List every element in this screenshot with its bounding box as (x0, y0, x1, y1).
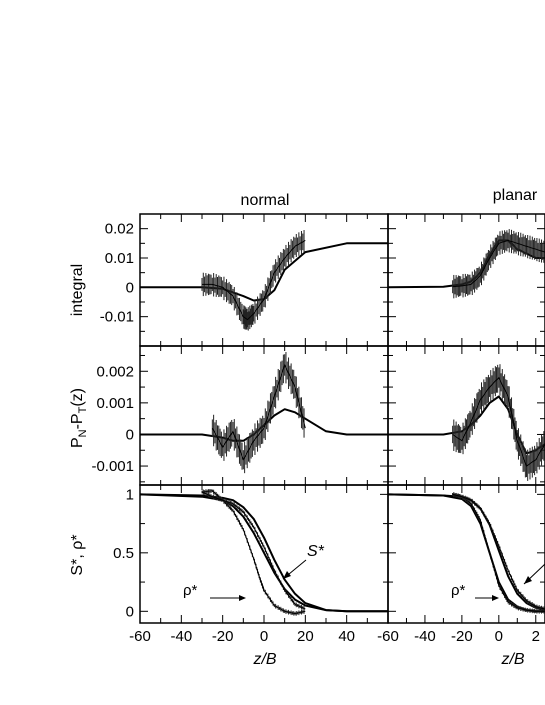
x-tick-label: 0 (260, 628, 268, 645)
annotation-rho-star-planar: ρ* (451, 582, 466, 599)
series-errorbars (452, 492, 545, 614)
y-tick-label: 1 (126, 486, 134, 503)
y-tick-label: 0.5 (113, 545, 134, 562)
column-title-normal: normal (241, 192, 290, 209)
y-tick-label: 0.01 (105, 250, 134, 267)
panel-frame (139, 213, 389, 347)
x-tick-label: 40 (338, 628, 355, 645)
x-tick-label: -40 (414, 628, 436, 645)
series-errorbars (201, 230, 305, 331)
x-tick-label: 2 (532, 628, 540, 645)
series-fit-curve (388, 493, 545, 612)
panel-frame (139, 345, 389, 486)
annotation-s-star-arrowhead (283, 571, 291, 579)
y-tick-label: 0.002 (96, 363, 134, 380)
y-tick-label: 0 (126, 426, 134, 443)
panel-planar-pressure (387, 345, 545, 486)
y-tick-label: -0.01 (100, 309, 134, 326)
xlabel-normal: z/B (252, 651, 276, 668)
series-data-line (452, 239, 545, 288)
ylabel-pressure: PN-PT(z) (69, 388, 89, 448)
series-fit-curve (388, 493, 545, 613)
series-fit-curve (140, 493, 388, 613)
x-tick-label: -60 (129, 628, 151, 645)
panel-frame (387, 484, 545, 624)
panel-normal-profiles: 10.50 (113, 484, 389, 624)
x-tick-label: -20 (451, 628, 473, 645)
panel-frame (387, 345, 545, 486)
series-data-line (202, 239, 306, 321)
panel-normal-integral: 0.02 0.01 0 -0.01 (100, 213, 389, 347)
y-tick-label: 0.02 (105, 221, 134, 238)
series-data-line (452, 493, 545, 610)
annotation-s-star: S* (307, 543, 325, 560)
series-data-line (201, 491, 306, 610)
annotation-rho-star-planar-arrowhead (492, 595, 499, 601)
y-tick-label: 0 (126, 603, 134, 620)
column-title-planar: planar (493, 187, 538, 204)
series-data-line (452, 493, 545, 612)
y-tick-label: 0 (126, 279, 134, 296)
x-tick-label: -40 (170, 628, 192, 645)
series-fit-curve (140, 493, 388, 613)
x-tick-label: -60 (377, 628, 399, 645)
x-tick-label: -20 (212, 628, 234, 645)
annotation-rho-star-arrowhead (239, 595, 246, 601)
y-tick-label: 0.001 (96, 395, 134, 412)
panel-planar-profiles (387, 484, 545, 624)
panel-normal-pressure: 0.002 0.001 0 -0.001 (91, 345, 389, 486)
x-tick-label: 20 (297, 628, 314, 645)
xlabel-planar: z/B (500, 651, 524, 668)
panel-planar-integral (387, 213, 545, 347)
annotation-rho-star: ρ* (183, 582, 198, 599)
series-errorbars (211, 352, 305, 474)
ylabel-profiles: S*, ρ* (69, 534, 86, 575)
series-errorbars (452, 229, 545, 299)
x-tick-label: 0 (495, 628, 503, 645)
ylabel-integral: integral (69, 264, 86, 316)
series-data-line (211, 363, 306, 461)
series-data-line (452, 376, 545, 467)
annotation-s-star-planar-arrowhead (524, 576, 532, 584)
y-tick-label: -0.001 (91, 458, 134, 475)
